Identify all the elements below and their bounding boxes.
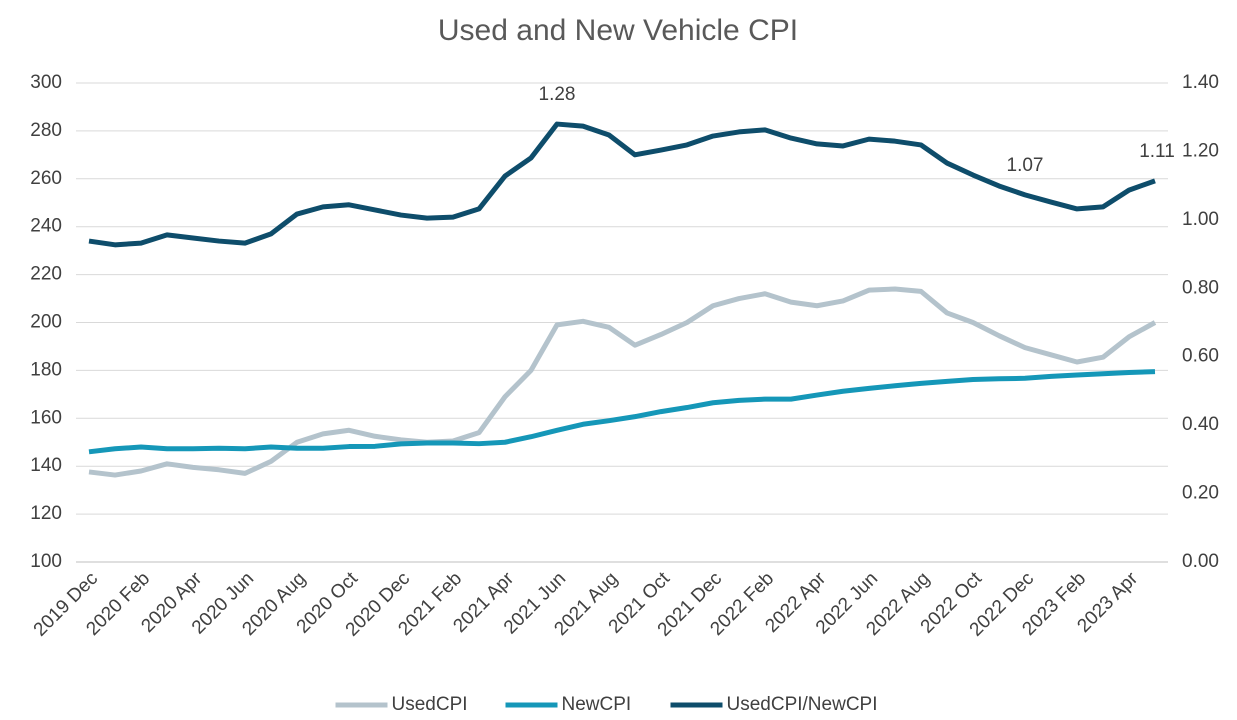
- legend-label: UsedCPI/NewCPI: [727, 694, 878, 715]
- y2-tick-label: 1.40: [1182, 72, 1219, 93]
- y2-tick-label: 1.20: [1182, 140, 1219, 161]
- chart-title: Used and New Vehicle CPI: [438, 14, 798, 47]
- series-line: [88, 369, 1156, 455]
- y2-tick-label: 0.80: [1182, 277, 1219, 298]
- y-tick-label: 240: [30, 216, 62, 237]
- y-tick-label: 100: [30, 551, 62, 572]
- y-tick-label: 140: [30, 455, 62, 476]
- series-line: [88, 286, 1157, 478]
- y2-tick-label: 0.00: [1182, 551, 1219, 572]
- y-tick-label: 300: [30, 72, 62, 93]
- y2-tick-label: 0.60: [1182, 346, 1219, 367]
- y-tick-label: 200: [30, 312, 62, 333]
- y-tick-label: 280: [30, 120, 62, 141]
- y2-tick-label: 1.00: [1182, 209, 1219, 230]
- y-tick-label: 180: [30, 359, 62, 380]
- data-label: 1.28: [539, 84, 576, 105]
- y2-tick-label: 0.20: [1182, 483, 1219, 504]
- data-label: 1.07: [1007, 155, 1044, 176]
- y-tick-label: 260: [30, 168, 62, 189]
- y-tick-label: 120: [30, 503, 62, 524]
- data-label: 1.11: [1139, 141, 1175, 162]
- y-tick-label: 220: [30, 264, 62, 285]
- series-line: [88, 121, 1156, 248]
- y2-tick-label: 0.40: [1182, 414, 1219, 435]
- legend-label: UsedCPI: [392, 694, 468, 715]
- y-tick-label: 160: [30, 407, 62, 428]
- legend-label: NewCPI: [562, 694, 632, 715]
